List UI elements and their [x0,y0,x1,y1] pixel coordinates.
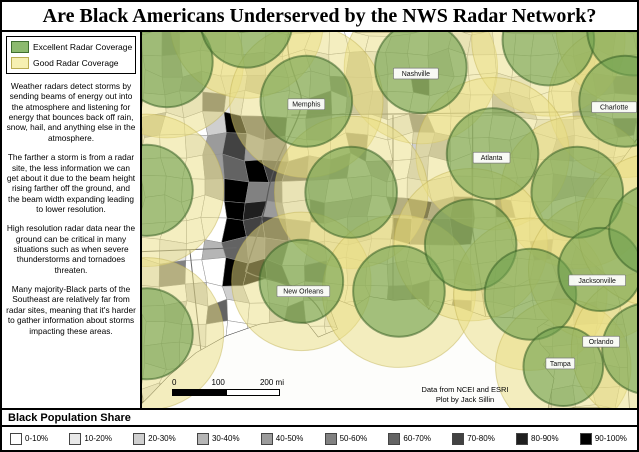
city-label: Charlotte [591,101,637,113]
svg-text:Charlotte: Charlotte [600,105,628,112]
radar-coverage-excellent [352,244,446,338]
city-label: Atlanta [472,151,511,164]
population-swatch [133,432,146,445]
population-legend-item: 70-80% [452,432,495,445]
population-legend-item: 30-40% [196,432,240,445]
radar-coverage-excellent [578,54,637,148]
page-title: Are Black Americans Underserved by the N… [2,2,637,32]
population-swatch [452,432,465,445]
svg-text:Orlando: Orlando [589,339,614,346]
population-legend-item: 60-70% [388,432,431,445]
scale-label-0: 0 [172,378,177,387]
population-label: 40-50% [275,434,304,443]
radar-coverage-excellent [608,186,637,273]
attribution-source: Data from NCEI and ESRI [421,385,509,394]
radar-coverage-excellent [142,32,214,109]
population-swatch [10,432,22,445]
sidebar: Excellent Radar Coverage Good Radar Cove… [2,32,142,408]
coverage-label: Good Radar Coverage [33,58,119,68]
population-label: 20-30% [148,434,176,443]
sidebar-paragraph: Many majority-Black parts of the Southea… [6,284,136,336]
population-legend-item: 50-60% [324,432,368,445]
radar-coverage-excellent [601,303,637,394]
coverage-label: Excellent Radar Coverage [33,42,133,52]
population-swatch [324,432,337,445]
population-swatch [516,432,529,445]
attribution-author: Plot by Jack Sillin [435,395,495,405]
scale-label-200: 200 mi [259,378,284,387]
population-swatch [69,432,82,445]
population-label: 50-60% [339,434,368,443]
population-swatch [260,432,273,445]
population-label: 70-80% [467,434,495,443]
svg-text:Jacksonville: Jacksonville [578,278,616,285]
population-legend-item: 0-10% [10,432,49,445]
population-legend-item: 40-50% [260,432,304,445]
city-label: Tampa [545,357,576,370]
city-label: Nashville [393,67,439,80]
scale-bar-graphic [172,389,280,396]
radar-coverage-excellent [200,32,293,69]
radar-coverage-map: Nashville Memphis Charlotte Atlanta New Orle… [142,32,637,408]
population-legend-item: 10-20% [69,432,112,445]
scale-bar: 0 100 200 mi [172,378,284,396]
population-label: 10-20% [84,434,112,443]
sidebar-paragraph: High resolution radar data near the grou… [6,223,136,275]
city-label: New Orleans [276,285,331,298]
svg-text:Memphis: Memphis [292,102,321,109]
coverage-swatch [11,57,29,69]
population-label: 90-100% [594,434,627,443]
sidebar-paragraph: The farther a storm is from a radar site… [6,152,136,214]
population-legend-item: 80-90% [516,432,559,445]
population-label: 60-70% [403,434,431,443]
city-label: Orlando [582,335,620,348]
city-label: Memphis [287,98,326,111]
population-label: 0-10% [25,434,49,443]
main-area: Excellent Radar Coverage Good Radar Cove… [2,32,637,408]
radar-coverage-excellent [142,287,194,381]
population-legend-item: 90-100% [579,432,627,445]
radar-coverage-excellent [304,145,398,239]
radar-coverage-legend: Excellent Radar Coverage Good Radar Cove… [6,36,136,74]
population-legend-title: Black Population Share [2,410,637,427]
population-legend-item: 20-30% [133,432,176,445]
sidebar-text: Weather radars detect storms by sending … [6,81,136,336]
radar-coverage-excellent [258,238,345,324]
scale-bar-labels: 0 100 200 mi [172,378,284,387]
attribution: Data from NCEI and ESRI Plot by Jack Sil… [410,385,520,405]
population-swatch [579,432,592,445]
population-legend-items: 0-10% 10-20% 20-30% 30-40% [2,427,637,450]
coverage-legend-item: Good Radar Coverage [11,57,131,69]
scale-label-100: 100 [211,378,225,387]
population-swatch [388,432,401,445]
coverage-swatch [11,41,29,53]
sidebar-paragraph: Weather radars detect storms by sending … [6,81,136,143]
radar-coverage-excellent [142,143,194,237]
svg-text:Nashville: Nashville [402,71,430,78]
population-swatch [196,432,209,445]
coverage-legend-item: Excellent Radar Coverage [11,41,133,53]
map-panel: Nashville Memphis Charlotte Atlanta New Orle… [142,32,637,408]
scale-segment-white [226,390,279,395]
scale-segment-black [173,390,226,395]
svg-text:Tampa: Tampa [550,361,571,368]
population-label: 80-90% [531,434,559,443]
city-labels: Nashville Memphis Charlotte Atlanta New Orle… [276,67,637,370]
population-legend: Black Population Share 0-10% 10-20% 20-3… [2,408,637,450]
svg-text:Atlanta: Atlanta [481,155,503,162]
population-label: 30-40% [211,434,240,443]
city-label: Jacksonville [568,274,626,287]
svg-text:New Orleans: New Orleans [283,289,324,296]
